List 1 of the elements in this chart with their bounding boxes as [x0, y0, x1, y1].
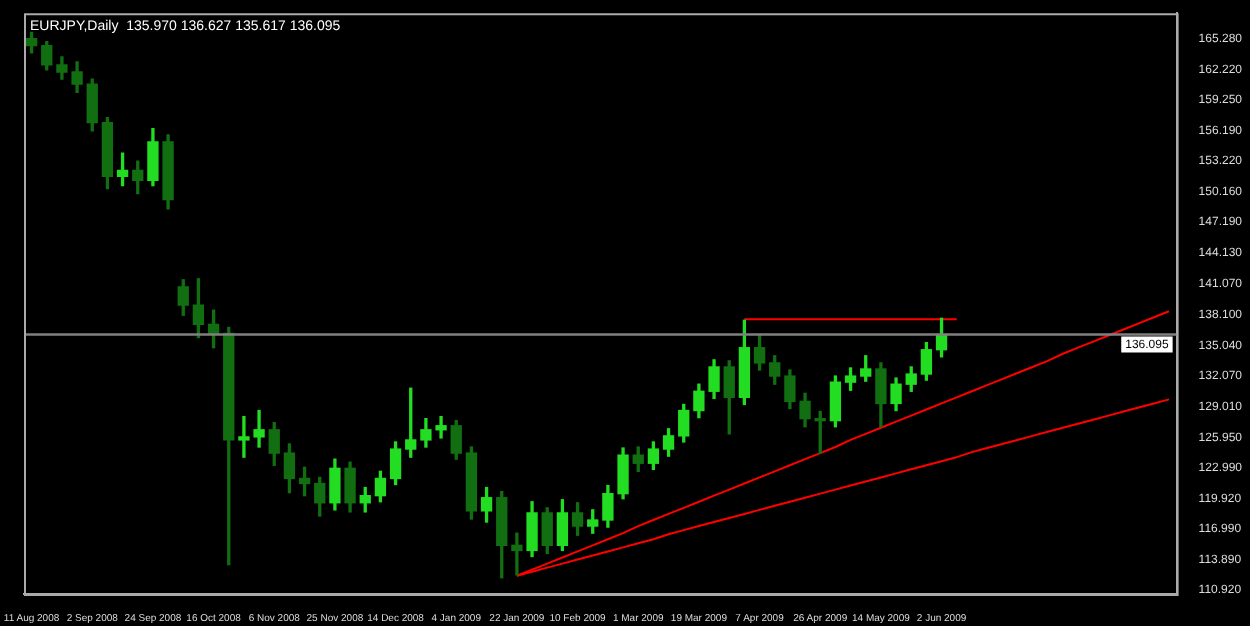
candlestick [511, 532, 523, 576]
